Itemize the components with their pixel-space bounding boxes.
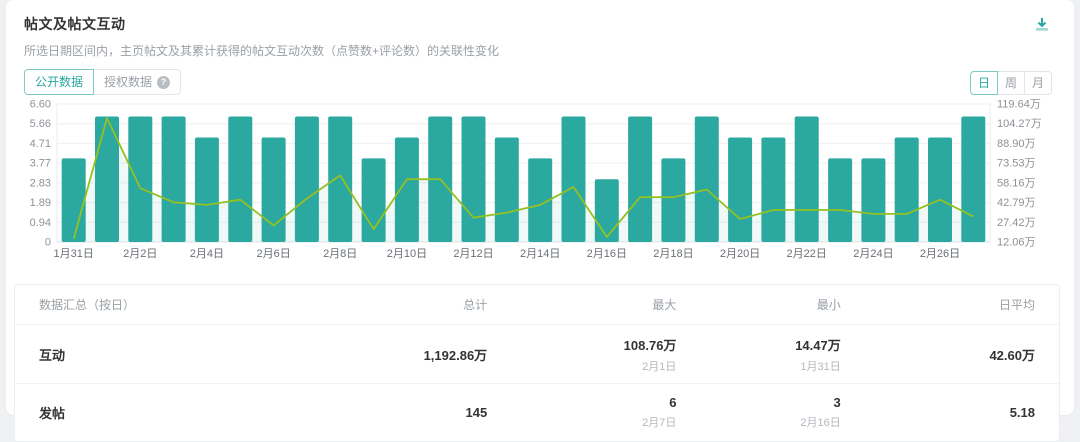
svg-text:0.94: 0.94 (30, 217, 51, 229)
data-source-toggle: 公开数据 授权数据 ? (24, 69, 182, 95)
svg-text:2月2日: 2月2日 (123, 248, 157, 260)
granularity-toggle: 日 周 月 (969, 71, 1052, 95)
source-option-authorized[interactable]: 授权数据 ? (93, 69, 182, 95)
svg-text:2月26日: 2月26日 (920, 248, 960, 260)
daily-avg-value: 5.18 (1009, 405, 1035, 420)
max-value: 108.76万 (623, 337, 677, 353)
svg-text:2月18日: 2月18日 (653, 248, 693, 260)
max-date: 2月1日 (642, 360, 677, 373)
panel-title: 帖文及帖文互动 (24, 16, 126, 32)
col-header-total: 总计 (463, 298, 488, 312)
max-value: 6 (669, 395, 677, 410)
total-value: 145 (465, 405, 488, 420)
svg-text:1.89: 1.89 (30, 197, 51, 209)
download-icon (1034, 18, 1050, 35)
source-option-authorized-label: 授权数据 (104, 75, 153, 89)
svg-text:3.77: 3.77 (30, 158, 51, 170)
table-row-posts: 发帖 145 6 2月7日 3 2月16日 5.18 (15, 383, 1059, 441)
svg-text:2月16日: 2月16日 (587, 248, 627, 260)
svg-text:2月14日: 2月14日 (520, 248, 560, 260)
posts-interactions-panel: 帖文及帖文互动 所选日期区间内，主页帖文及其累计获得的帖文互动次数（点赞数+评论… (6, 0, 1074, 442)
svg-text:0: 0 (45, 237, 51, 249)
table-row-interactions: 互动 1,192.86万 108.76万 2月1日 14.47万 1月31日 4… (15, 325, 1059, 383)
svg-text:2月22日: 2月22日 (787, 248, 827, 260)
metric-label: 发帖 (39, 406, 66, 421)
granularity-week-label: 周 (1004, 76, 1017, 90)
svg-text:2.83: 2.83 (30, 177, 51, 189)
svg-text:2月10日: 2月10日 (387, 248, 427, 260)
svg-text:2月20日: 2月20日 (720, 248, 760, 260)
col-header-max: 最大 (652, 298, 677, 312)
granularity-option-month[interactable]: 月 (1023, 71, 1052, 95)
svg-text:42.79万: 42.79万 (997, 197, 1036, 209)
panel-subtitle: 所选日期区间内，主页帖文及其累计获得的帖文互动次数（点赞数+评论数）的关联性变化 (24, 44, 500, 58)
svg-text:2月12日: 2月12日 (453, 248, 493, 260)
help-icon[interactable]: ? (157, 75, 171, 89)
svg-text:2月24日: 2月24日 (853, 248, 893, 260)
svg-text:73.53万: 73.53万 (997, 158, 1036, 170)
metric-label: 互动 (39, 347, 66, 363)
svg-text:4.71: 4.71 (30, 138, 51, 150)
svg-text:2月6日: 2月6日 (256, 248, 290, 260)
col-header-metric: 数据汇总（按日） (39, 298, 136, 312)
svg-text:2月8日: 2月8日 (323, 248, 357, 260)
svg-text:12.06万: 12.06万 (997, 237, 1036, 249)
daily-avg-value: 42.60万 (989, 347, 1035, 363)
summary-table-header: 数据汇总（按日） 总计 最大 最小 日平均 (15, 285, 1059, 325)
total-value: 1,192.86万 (423, 347, 488, 363)
svg-text:27.42万: 27.42万 (997, 217, 1036, 229)
chart-svg: 0 12.06万 0.94 27.42万 1.89 42.79万 2.83 58.16万 3.7… (30, 99, 1042, 261)
min-date: 1月31日 (800, 360, 841, 373)
col-header-min: 最小 (816, 298, 841, 312)
min-value: 3 (833, 395, 841, 410)
svg-text:119.64万: 119.64万 (997, 99, 1041, 111)
svg-text:58.16万: 58.16万 (997, 177, 1036, 189)
download-button[interactable] (1032, 14, 1052, 34)
col-header-daily-avg: 日平均 (998, 298, 1035, 312)
granularity-option-day[interactable]: 日 (969, 71, 998, 95)
min-value: 14.47万 (795, 337, 841, 353)
svg-text:88.90万: 88.90万 (997, 138, 1036, 150)
svg-text:2月4日: 2月4日 (190, 248, 224, 260)
granularity-option-week[interactable]: 周 (996, 71, 1025, 95)
svg-text:6.60: 6.60 (30, 99, 51, 111)
min-date: 2月16日 (800, 417, 841, 429)
panel-header: 帖文及帖文互动 所选日期区间内，主页帖文及其累计获得的帖文互动次数（点赞数+评论… (6, 0, 1074, 95)
source-option-public[interactable]: 公开数据 (24, 69, 95, 95)
max-date: 2月7日 (642, 417, 677, 429)
granularity-month-label: 月 (1031, 76, 1044, 90)
summary-table: 数据汇总（按日） 总计 最大 最小 日平均 互动 1,192.86万 108.7… (14, 284, 1060, 442)
granularity-day-label: 日 (977, 76, 990, 90)
combo-chart: 0 12.06万 0.94 27.42万 1.89 42.79万 2.83 58.16万 3.7… (6, 97, 1074, 272)
svg-text:1月31日: 1月31日 (54, 248, 94, 260)
svg-text:5.66: 5.66 (30, 118, 51, 130)
source-option-public-label: 公开数据 (35, 75, 84, 89)
svg-text:104.27万: 104.27万 (997, 118, 1042, 130)
